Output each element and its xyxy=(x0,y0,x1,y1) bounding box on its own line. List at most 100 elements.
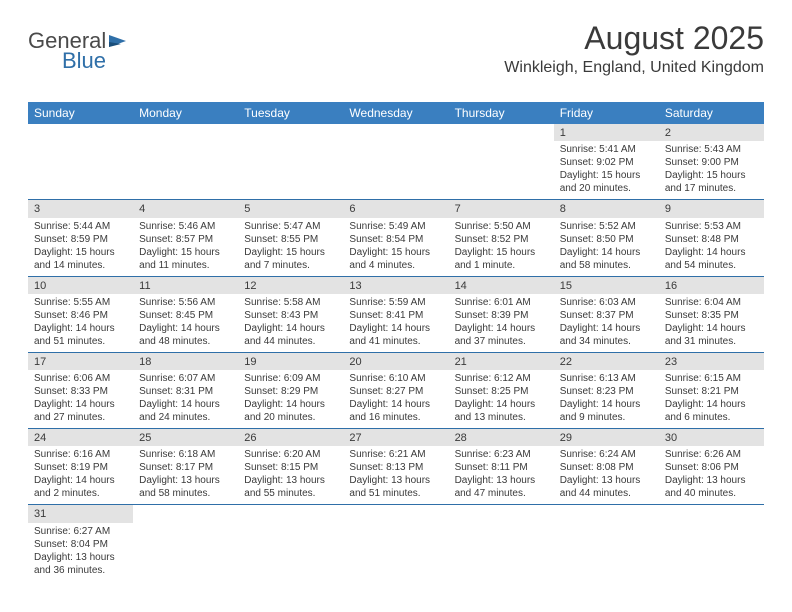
sunset-line: Sunset: 8:43 PM xyxy=(244,309,337,322)
day-body: Sunrise: 5:59 AMSunset: 8:41 PMDaylight:… xyxy=(343,294,448,352)
day-number: 20 xyxy=(343,353,448,370)
daylight-line: Daylight: 14 hours and 51 minutes. xyxy=(34,322,127,348)
day-body: Sunrise: 5:58 AMSunset: 8:43 PMDaylight:… xyxy=(238,294,343,352)
daylight-line: Daylight: 14 hours and 58 minutes. xyxy=(560,246,653,272)
daylight-line: Daylight: 15 hours and 1 minute. xyxy=(455,246,548,272)
sunset-line: Sunset: 8:57 PM xyxy=(139,233,232,246)
sunrise-line: Sunrise: 5:59 AM xyxy=(349,296,442,309)
day-body: Sunrise: 5:44 AMSunset: 8:59 PMDaylight:… xyxy=(28,218,133,276)
day-cell-21: 21Sunrise: 6:12 AMSunset: 8:25 PMDayligh… xyxy=(449,353,554,428)
daylight-line: Daylight: 14 hours and 24 minutes. xyxy=(139,398,232,424)
day-number: 15 xyxy=(554,277,659,294)
daylight-line: Daylight: 13 hours and 51 minutes. xyxy=(349,474,442,500)
sunrise-line: Sunrise: 5:52 AM xyxy=(560,220,653,233)
daylight-line: Daylight: 13 hours and 47 minutes. xyxy=(455,474,548,500)
sunset-line: Sunset: 8:27 PM xyxy=(349,385,442,398)
day-body: Sunrise: 6:16 AMSunset: 8:19 PMDaylight:… xyxy=(28,446,133,504)
week-row: 17Sunrise: 6:06 AMSunset: 8:33 PMDayligh… xyxy=(28,353,764,429)
day-cell-13: 13Sunrise: 5:59 AMSunset: 8:41 PMDayligh… xyxy=(343,277,448,352)
day-number: 21 xyxy=(449,353,554,370)
sunrise-line: Sunrise: 6:13 AM xyxy=(560,372,653,385)
sunset-line: Sunset: 9:00 PM xyxy=(665,156,758,169)
day-cell-9: 9Sunrise: 5:53 AMSunset: 8:48 PMDaylight… xyxy=(659,200,764,275)
day-body: Sunrise: 6:09 AMSunset: 8:29 PMDaylight:… xyxy=(238,370,343,428)
sunrise-line: Sunrise: 5:41 AM xyxy=(560,143,653,156)
day-cell-6: 6Sunrise: 5:49 AMSunset: 8:54 PMDaylight… xyxy=(343,200,448,275)
day-cell-20: 20Sunrise: 6:10 AMSunset: 8:27 PMDayligh… xyxy=(343,353,448,428)
sunrise-line: Sunrise: 6:26 AM xyxy=(665,448,758,461)
sunrise-line: Sunrise: 6:12 AM xyxy=(455,372,548,385)
daylight-line: Daylight: 13 hours and 55 minutes. xyxy=(244,474,337,500)
logo-flag-icon xyxy=(108,33,132,49)
daylight-line: Daylight: 13 hours and 58 minutes. xyxy=(139,474,232,500)
daylight-line: Daylight: 14 hours and 41 minutes. xyxy=(349,322,442,348)
daylight-line: Daylight: 14 hours and 34 minutes. xyxy=(560,322,653,348)
sunrise-line: Sunrise: 6:27 AM xyxy=(34,525,127,538)
day-body: Sunrise: 5:41 AMSunset: 9:02 PMDaylight:… xyxy=(554,141,659,199)
title-block: August 2025 Winkleigh, England, United K… xyxy=(504,20,764,77)
daylight-line: Daylight: 15 hours and 4 minutes. xyxy=(349,246,442,272)
sunset-line: Sunset: 8:29 PM xyxy=(244,385,337,398)
day-body: Sunrise: 5:47 AMSunset: 8:55 PMDaylight:… xyxy=(238,218,343,276)
sunset-line: Sunset: 9:02 PM xyxy=(560,156,653,169)
day-cell-26: 26Sunrise: 6:20 AMSunset: 8:15 PMDayligh… xyxy=(238,429,343,504)
day-cell-empty xyxy=(343,505,448,580)
day-cell-2: 2Sunrise: 5:43 AMSunset: 9:00 PMDaylight… xyxy=(659,124,764,199)
day-number: 13 xyxy=(343,277,448,294)
daylight-line: Daylight: 15 hours and 14 minutes. xyxy=(34,246,127,272)
day-body: Sunrise: 6:21 AMSunset: 8:13 PMDaylight:… xyxy=(343,446,448,504)
day-body: Sunrise: 6:27 AMSunset: 8:04 PMDaylight:… xyxy=(28,523,133,581)
logo-word2: Blue xyxy=(62,48,106,74)
day-body: Sunrise: 5:56 AMSunset: 8:45 PMDaylight:… xyxy=(133,294,238,352)
day-number: 9 xyxy=(659,200,764,217)
daylight-line: Daylight: 14 hours and 6 minutes. xyxy=(665,398,758,424)
day-body: Sunrise: 6:10 AMSunset: 8:27 PMDaylight:… xyxy=(343,370,448,428)
sunrise-line: Sunrise: 5:47 AM xyxy=(244,220,337,233)
sunrise-line: Sunrise: 6:24 AM xyxy=(560,448,653,461)
sunrise-line: Sunrise: 6:10 AM xyxy=(349,372,442,385)
day-number: 30 xyxy=(659,429,764,446)
day-cell-25: 25Sunrise: 6:18 AMSunset: 8:17 PMDayligh… xyxy=(133,429,238,504)
day-number: 18 xyxy=(133,353,238,370)
day-cell-7: 7Sunrise: 5:50 AMSunset: 8:52 PMDaylight… xyxy=(449,200,554,275)
daylight-line: Daylight: 14 hours and 54 minutes. xyxy=(665,246,758,272)
day-body: Sunrise: 6:26 AMSunset: 8:06 PMDaylight:… xyxy=(659,446,764,504)
day-body: Sunrise: 6:04 AMSunset: 8:35 PMDaylight:… xyxy=(659,294,764,352)
sunset-line: Sunset: 8:52 PM xyxy=(455,233,548,246)
daylight-line: Daylight: 15 hours and 17 minutes. xyxy=(665,169,758,195)
sunset-line: Sunset: 8:23 PM xyxy=(560,385,653,398)
sunset-line: Sunset: 8:13 PM xyxy=(349,461,442,474)
day-body: Sunrise: 6:12 AMSunset: 8:25 PMDaylight:… xyxy=(449,370,554,428)
day-number: 6 xyxy=(343,200,448,217)
sunset-line: Sunset: 8:39 PM xyxy=(455,309,548,322)
sunset-line: Sunset: 8:31 PM xyxy=(139,385,232,398)
day-cell-empty xyxy=(28,124,133,199)
day-number: 16 xyxy=(659,277,764,294)
day-body: Sunrise: 6:24 AMSunset: 8:08 PMDaylight:… xyxy=(554,446,659,504)
day-cell-empty xyxy=(449,505,554,580)
sunrise-line: Sunrise: 5:44 AM xyxy=(34,220,127,233)
day-cell-1: 1Sunrise: 5:41 AMSunset: 9:02 PMDaylight… xyxy=(554,124,659,199)
calendar-header-wednesday: Wednesday xyxy=(343,102,448,124)
daylight-line: Daylight: 13 hours and 44 minutes. xyxy=(560,474,653,500)
daylight-line: Daylight: 14 hours and 37 minutes. xyxy=(455,322,548,348)
sunset-line: Sunset: 8:46 PM xyxy=(34,309,127,322)
daylight-line: Daylight: 15 hours and 20 minutes. xyxy=(560,169,653,195)
sunrise-line: Sunrise: 5:58 AM xyxy=(244,296,337,309)
daylight-line: Daylight: 15 hours and 7 minutes. xyxy=(244,246,337,272)
day-body: Sunrise: 6:06 AMSunset: 8:33 PMDaylight:… xyxy=(28,370,133,428)
day-body: Sunrise: 5:52 AMSunset: 8:50 PMDaylight:… xyxy=(554,218,659,276)
sunrise-line: Sunrise: 6:15 AM xyxy=(665,372,758,385)
daylight-line: Daylight: 14 hours and 31 minutes. xyxy=(665,322,758,348)
month-title: August 2025 xyxy=(504,20,764,57)
day-body: Sunrise: 5:46 AMSunset: 8:57 PMDaylight:… xyxy=(133,218,238,276)
day-cell-22: 22Sunrise: 6:13 AMSunset: 8:23 PMDayligh… xyxy=(554,353,659,428)
sunrise-line: Sunrise: 6:23 AM xyxy=(455,448,548,461)
day-number: 19 xyxy=(238,353,343,370)
calendar: SundayMondayTuesdayWednesdayThursdayFrid… xyxy=(28,102,764,581)
day-cell-empty xyxy=(343,124,448,199)
day-cell-27: 27Sunrise: 6:21 AMSunset: 8:13 PMDayligh… xyxy=(343,429,448,504)
day-cell-23: 23Sunrise: 6:15 AMSunset: 8:21 PMDayligh… xyxy=(659,353,764,428)
sunrise-line: Sunrise: 5:49 AM xyxy=(349,220,442,233)
day-cell-4: 4Sunrise: 5:46 AMSunset: 8:57 PMDaylight… xyxy=(133,200,238,275)
